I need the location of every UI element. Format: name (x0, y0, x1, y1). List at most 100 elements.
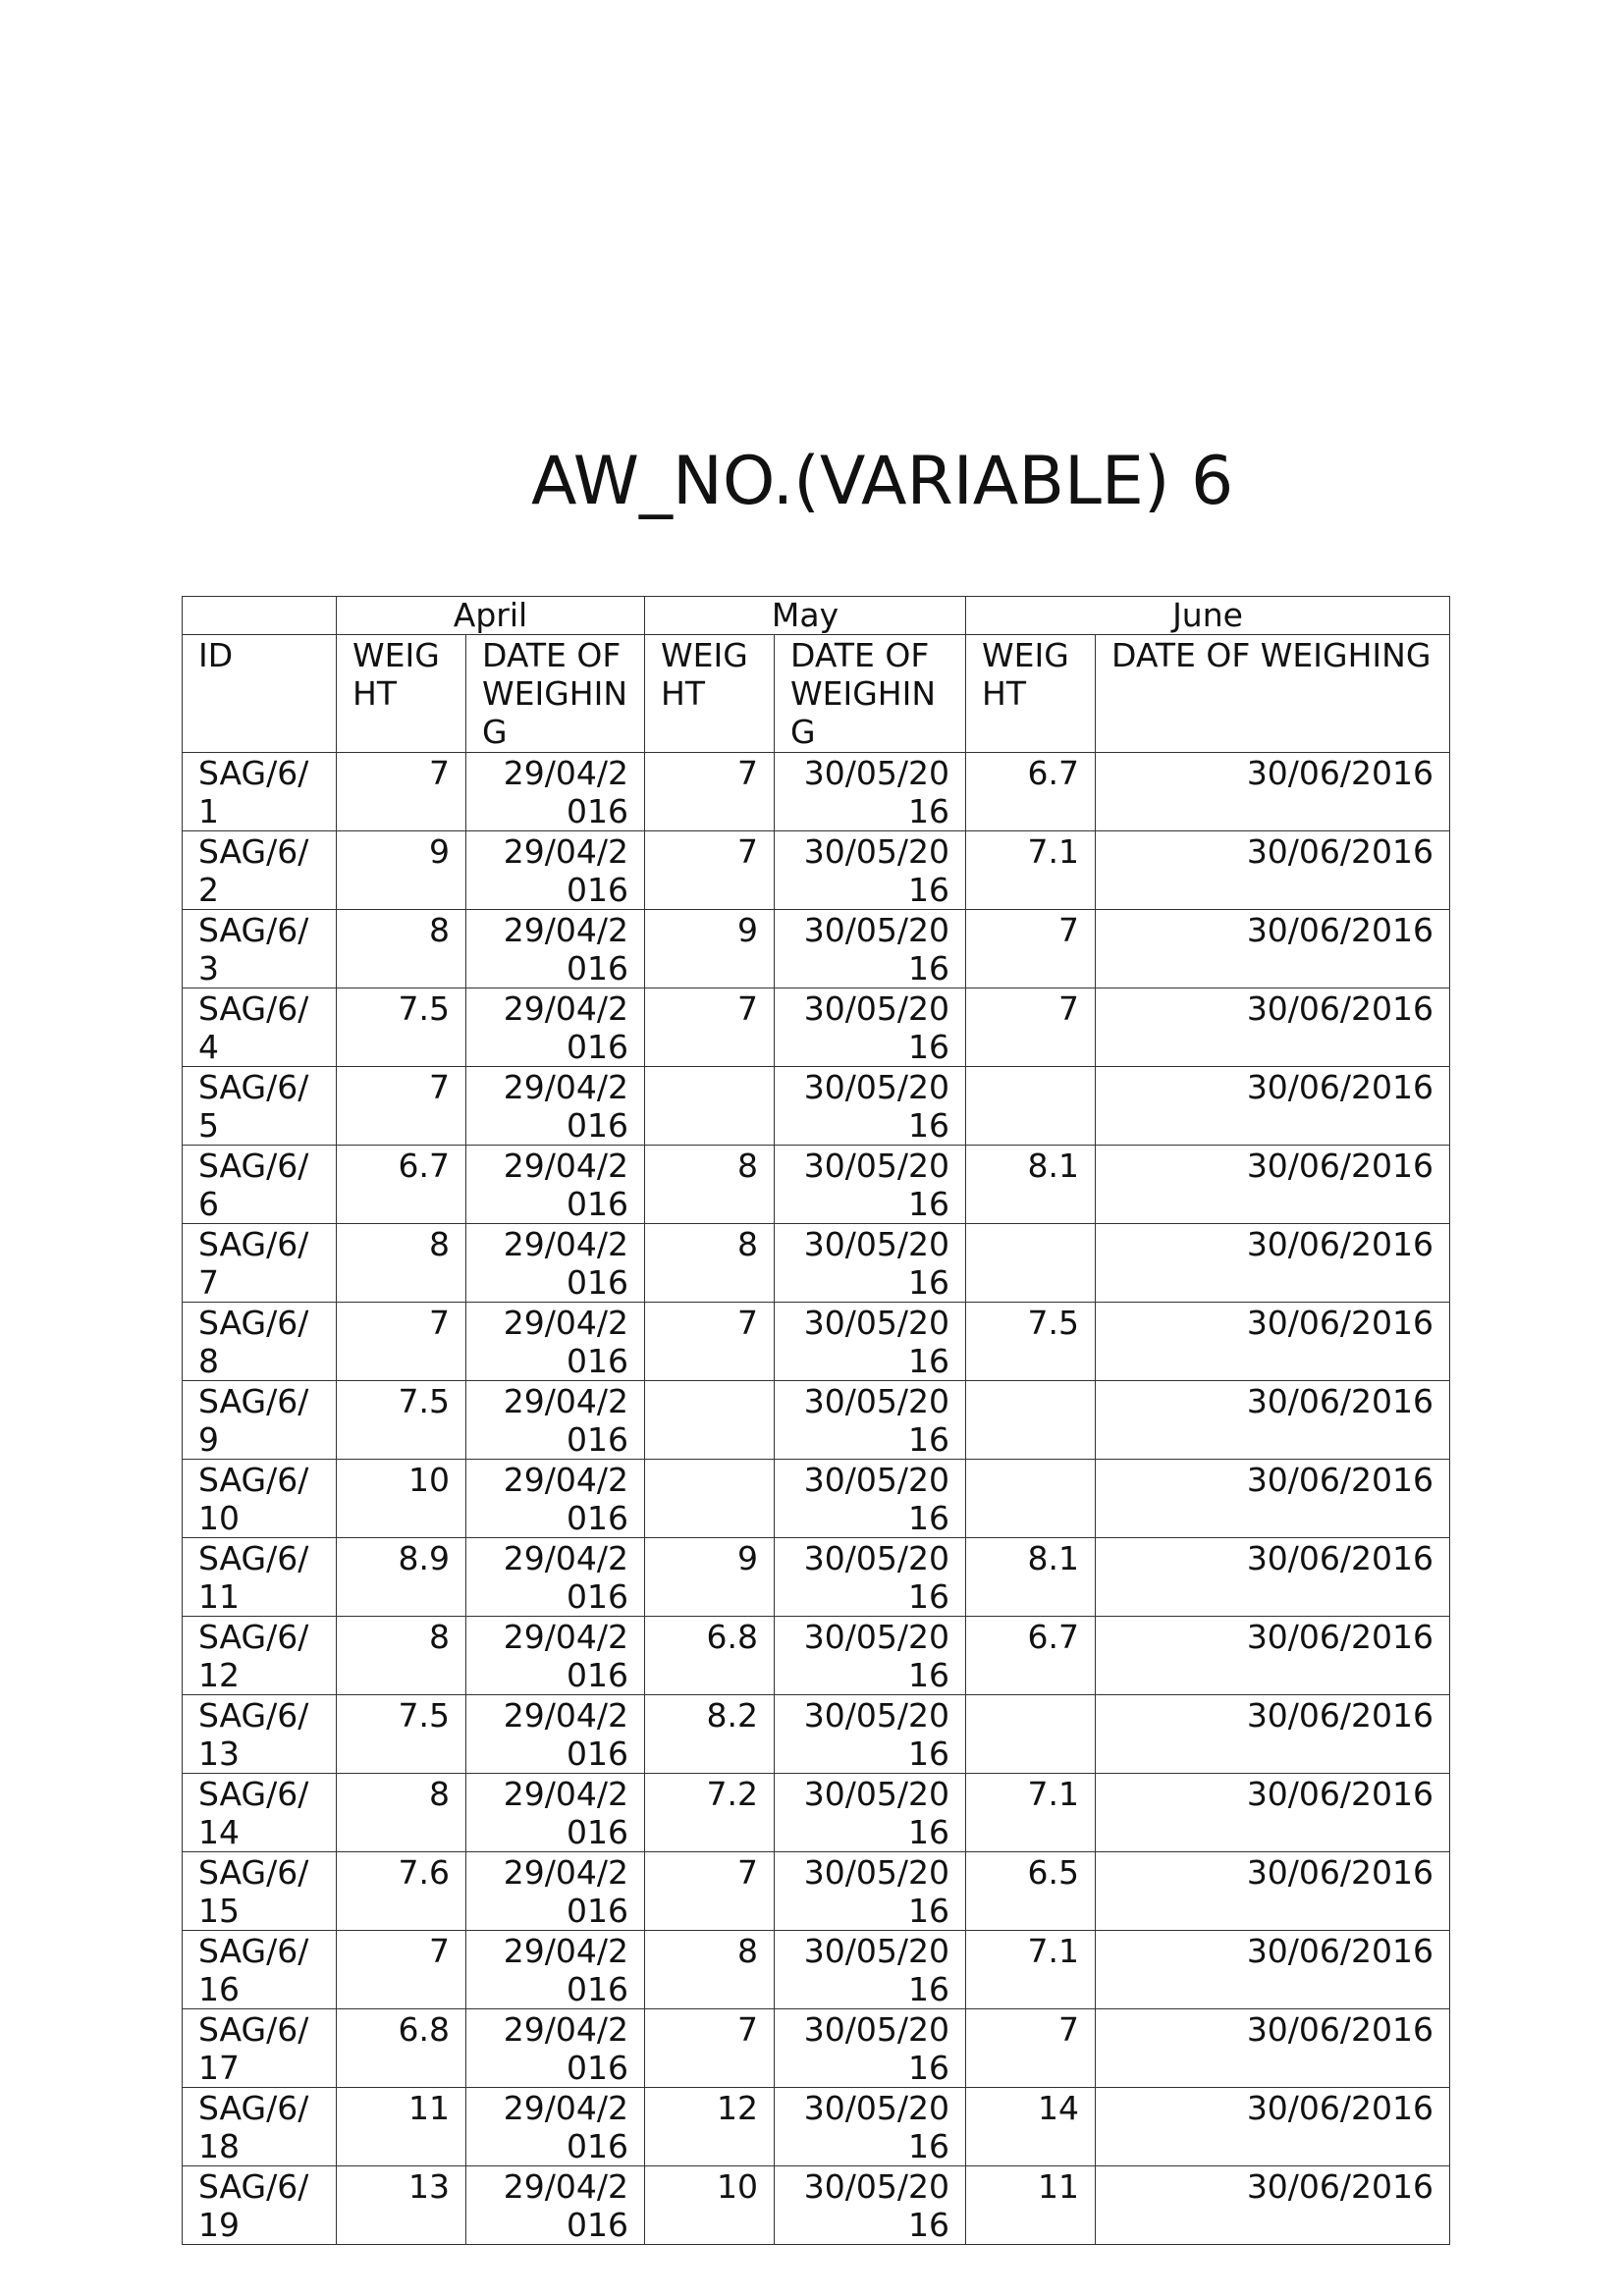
april-date-cell: 29/04/2016 (465, 752, 645, 831)
id-cell: SAG/6/9 (182, 1380, 337, 1460)
id-cell: SAG/6/12 (182, 1616, 337, 1695)
april-weight-cell: 7 (336, 1930, 466, 2009)
table-row: SAG/6/11 8.9 29/04/2016 9 30/05/2016 8.1 30/06… (182, 1537, 1451, 1617)
april-date-cell: 29/04/2016 (465, 830, 645, 910)
june-weight-cell: 11 (965, 2165, 1097, 2245)
may-weight-cell: 7 (644, 2008, 775, 2088)
may-weight-cell: 9 (644, 909, 775, 988)
april-date-cell: 29/04/2016 (465, 2165, 645, 2245)
table-row: SAG/6/16 7 29/04/2016 8 30/05/2016 7.1 30/06/2… (182, 1930, 1451, 2009)
april-weight-cell: 7.5 (336, 1380, 466, 1460)
may-date-cell: 30/05/2016 (773, 1851, 967, 1931)
page-title: AW_NO.(VARIABLE) 6 (531, 443, 1234, 520)
table-row: SAG/6/3 8 29/04/2016 9 30/05/2016 7 30/06/2016 (182, 909, 1451, 988)
may-weight-cell: 7 (644, 1851, 775, 1931)
id-cell: SAG/6/10 (182, 1459, 337, 1538)
may-date-cell: 30/05/2016 (773, 1616, 967, 1695)
id-cell: SAG/6/11 (182, 1537, 337, 1617)
june-weight-cell: 8.1 (965, 1537, 1097, 1617)
june-date-cell: 30/06/2016 (1095, 1694, 1451, 1774)
table-row: SAG/6/1 7 29/04/2016 7 30/05/2016 6.7 30/06/20… (182, 752, 1451, 831)
may-weight-cell (644, 1066, 775, 1146)
june-weight-cell: 7 (965, 2008, 1097, 2088)
id-cell: SAG/6/17 (182, 2008, 337, 2088)
june-weight-cell: 7 (965, 909, 1097, 988)
table-row: SAG/6/4 7.5 29/04/2016 7 30/05/2016 7 30/06/20… (182, 988, 1451, 1067)
table-row: SAG/6/15 7.6 29/04/2016 7 30/05/2016 6.5 30/06… (182, 1851, 1451, 1931)
may-date-cell: 30/05/2016 (773, 2087, 967, 2166)
may-weight-cell: 7 (644, 1302, 775, 1381)
april-date-cell: 29/04/2016 (465, 1223, 645, 1303)
id-cell: SAG/6/16 (182, 1930, 337, 2009)
id-cell: SAG/6/8 (182, 1302, 337, 1381)
may-weight-cell: 8 (644, 1223, 775, 1303)
may-date-cell: 30/05/2016 (773, 988, 967, 1067)
april-weight-cell: 7 (336, 1066, 466, 1146)
june-date-cell: 30/06/2016 (1095, 1773, 1451, 1852)
april-weight-cell: 8.9 (336, 1537, 466, 1617)
table-row: SAG/6/8 7 29/04/2016 7 30/05/2016 7.5 30/06/20… (182, 1302, 1451, 1381)
april-date-cell: 29/04/2016 (465, 909, 645, 988)
id-cell: SAG/6/4 (182, 988, 337, 1067)
june-weight-cell: 6.7 (965, 752, 1097, 831)
june-date-cell: 30/06/2016 (1095, 1616, 1451, 1695)
june-date-cell: 30/06/2016 (1095, 988, 1451, 1067)
june-weight-cell (965, 1459, 1097, 1538)
table-row: SAG/6/19 13 29/04/2016 10 30/05/2016 11 30/06/… (182, 2165, 1451, 2245)
month-june: June (965, 596, 1451, 635)
june-date-cell: 30/06/2016 (1095, 1537, 1451, 1617)
id-cell: SAG/6/1 (182, 752, 337, 831)
june-weight-cell: 6.5 (965, 1851, 1097, 1931)
june-date-cell: 30/06/2016 (1095, 909, 1451, 988)
table-row: SAG/6/9 7.5 29/04/2016 30/05/2016 30/06/2016 (182, 1380, 1451, 1460)
may-date-cell: 30/05/2016 (773, 830, 967, 910)
id-cell: SAG/6/18 (182, 2087, 337, 2166)
june-date-cell: 30/06/2016 (1095, 1223, 1451, 1303)
table-row: SAG/6/6 6.7 29/04/2016 8 30/05/2016 8.1 30/06/… (182, 1145, 1451, 1224)
may-weight-cell: 9 (644, 1537, 775, 1617)
id-cell: SAG/6/15 (182, 1851, 337, 1931)
may-weight-cell (644, 1459, 775, 1538)
id-cell: SAG/6/5 (182, 1066, 337, 1146)
april-weight-cell: 7.5 (336, 988, 466, 1067)
table-row: SAG/6/17 6.8 29/04/2016 7 30/05/2016 7 30/06/2… (182, 2008, 1451, 2088)
header-june-weight: WEIGHT (965, 634, 1097, 753)
april-date-cell: 29/04/2016 (465, 2087, 645, 2166)
april-weight-cell: 6.7 (336, 1145, 466, 1224)
may-weight-cell (644, 1380, 775, 1460)
april-weight-cell: 8 (336, 909, 466, 988)
june-weight-cell: 7.1 (965, 830, 1097, 910)
may-date-cell: 30/05/2016 (773, 1066, 967, 1146)
may-weight-cell: 8 (644, 1930, 775, 2009)
april-weight-cell: 8 (336, 1616, 466, 1695)
may-weight-cell: 7.2 (644, 1773, 775, 1852)
table-row: SAG/6/14 8 29/04/2016 7.2 30/05/2016 7.1 30/06… (182, 1773, 1451, 1852)
april-weight-cell: 7.6 (336, 1851, 466, 1931)
may-weight-cell: 10 (644, 2165, 775, 2245)
april-date-cell: 29/04/2016 (465, 1537, 645, 1617)
may-date-cell: 30/05/2016 (773, 2008, 967, 2088)
april-date-cell: 29/04/2016 (465, 1302, 645, 1381)
june-weight-cell: 7.1 (965, 1930, 1097, 2009)
may-date-cell: 30/05/2016 (773, 2165, 967, 2245)
june-weight-cell: 7 (965, 988, 1097, 1067)
id-cell: SAG/6/14 (182, 1773, 337, 1852)
april-date-cell: 29/04/2016 (465, 1616, 645, 1695)
may-weight-cell: 8 (644, 1145, 775, 1224)
june-weight-cell: 6.7 (965, 1616, 1097, 1695)
id-cell: SAG/6/3 (182, 909, 337, 988)
june-date-cell: 30/06/2016 (1095, 2165, 1451, 2245)
table-row: SAG/6/2 9 29/04/2016 7 30/05/2016 7.1 30/06/20… (182, 830, 1451, 910)
may-weight-cell: 12 (644, 2087, 775, 2166)
header-may-date: DATE OF WEIGHING (773, 634, 967, 753)
header-june-date: DATE OF WEIGHING (1095, 634, 1451, 753)
june-date-cell: 30/06/2016 (1095, 1066, 1451, 1146)
june-weight-cell: 14 (965, 2087, 1097, 2166)
may-date-cell: 30/05/2016 (773, 1459, 967, 1538)
april-date-cell: 29/04/2016 (465, 2008, 645, 2088)
may-date-cell: 30/05/2016 (773, 1930, 967, 2009)
id-cell: SAG/6/7 (182, 1223, 337, 1303)
april-weight-cell: 11 (336, 2087, 466, 2166)
june-weight-cell: 7.1 (965, 1773, 1097, 1852)
april-date-cell: 29/04/2016 (465, 1145, 645, 1224)
